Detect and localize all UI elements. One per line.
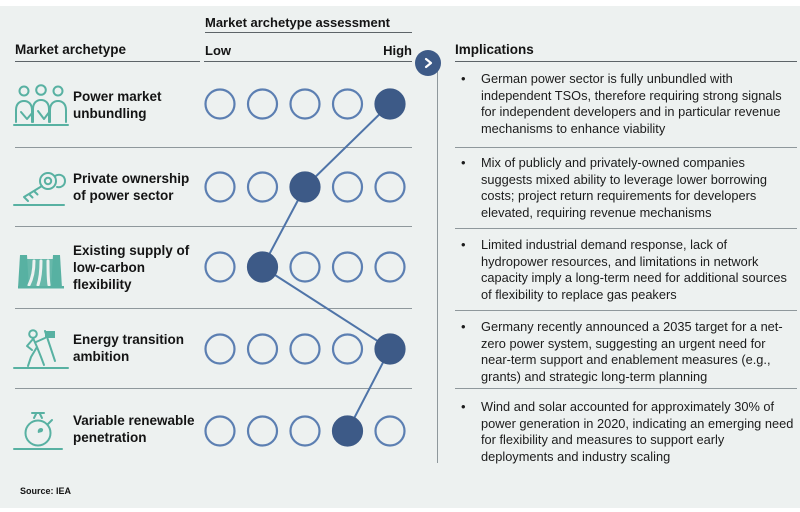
row-divider (15, 388, 412, 389)
row-divider (15, 147, 412, 148)
rating-dot (204, 88, 236, 120)
people-icon (12, 82, 70, 128)
archetype-label: Energy transition ambition (73, 332, 185, 364)
bullet-icon: • (461, 71, 466, 86)
scale-low-label: Low (205, 43, 231, 58)
implication-text: Wind and solar accounted for approximate… (481, 399, 794, 464)
archetype-label: Private ownership of power sector (73, 170, 190, 203)
bottom-margin (0, 508, 800, 512)
assessment-title-underline (205, 32, 412, 33)
implication-text: Germany recently announced a 2035 target… (481, 319, 783, 384)
implication-divider (455, 388, 797, 389)
implications-title: Implications (455, 42, 534, 57)
rating-dot (331, 171, 364, 203)
climber-icon (12, 326, 70, 372)
stopwatch-icon (12, 408, 70, 454)
implication-divider (455, 310, 797, 311)
implication-divider (455, 147, 797, 148)
rating-dot (289, 251, 321, 283)
rating-dot (289, 88, 321, 120)
scale-header-underline (204, 61, 412, 62)
rating-dot (289, 415, 321, 447)
chevron-right-icon (415, 50, 441, 76)
archetype-label: Variable renewable penetration (73, 413, 195, 445)
rating-dot-filled (374, 88, 406, 120)
rating-dot (204, 251, 236, 283)
rating-dot-filled (331, 415, 364, 447)
row-divider (15, 226, 412, 227)
archetype-header-underline (15, 61, 200, 62)
rating-dot (331, 333, 364, 365)
source-note: Source: IEA (20, 486, 72, 496)
implication-text: Limited industrial demand response, lack… (481, 237, 787, 302)
row-divider (15, 308, 412, 309)
rating-dot-filled (246, 251, 279, 283)
implications-divider (437, 63, 438, 463)
rating-dot (246, 415, 279, 447)
top-margin (0, 0, 800, 6)
rating-dot (374, 415, 406, 447)
rating-dot (204, 333, 236, 365)
rating-dot (374, 251, 406, 283)
bullet-icon: • (461, 399, 466, 414)
scale-high-label: High (383, 43, 412, 58)
dam-icon (12, 245, 70, 291)
archetype-column-title: Market archetype (15, 42, 127, 57)
keys-icon (12, 164, 70, 210)
rating-dot (204, 415, 236, 447)
rating-dot (331, 88, 364, 120)
rating-dot (246, 171, 279, 203)
implication-divider (455, 228, 797, 229)
implications-title-underline (455, 61, 797, 62)
rating-dot (246, 88, 279, 120)
rating-dot-filled (374, 333, 406, 365)
assessment-title: Market archetype assessment (205, 15, 390, 30)
implication-text: German power sector is fully unbundled w… (481, 71, 782, 136)
rating-dot (204, 171, 236, 203)
bullet-icon: • (461, 237, 466, 252)
rating-dot (246, 333, 279, 365)
bullet-icon: • (461, 155, 466, 170)
connector-line (261, 103, 392, 432)
rating-dot (374, 171, 406, 203)
bullet-icon: • (461, 319, 466, 334)
archetype-label: Power market unbundling (73, 89, 162, 121)
implication-text: Mix of publicly and privately-owned comp… (481, 155, 767, 220)
rating-dot (331, 251, 364, 283)
rating-dot (289, 333, 321, 365)
rating-dot-filled (289, 171, 321, 203)
archetype-label: Existing supply of low-carbon flexibilit… (73, 242, 190, 292)
